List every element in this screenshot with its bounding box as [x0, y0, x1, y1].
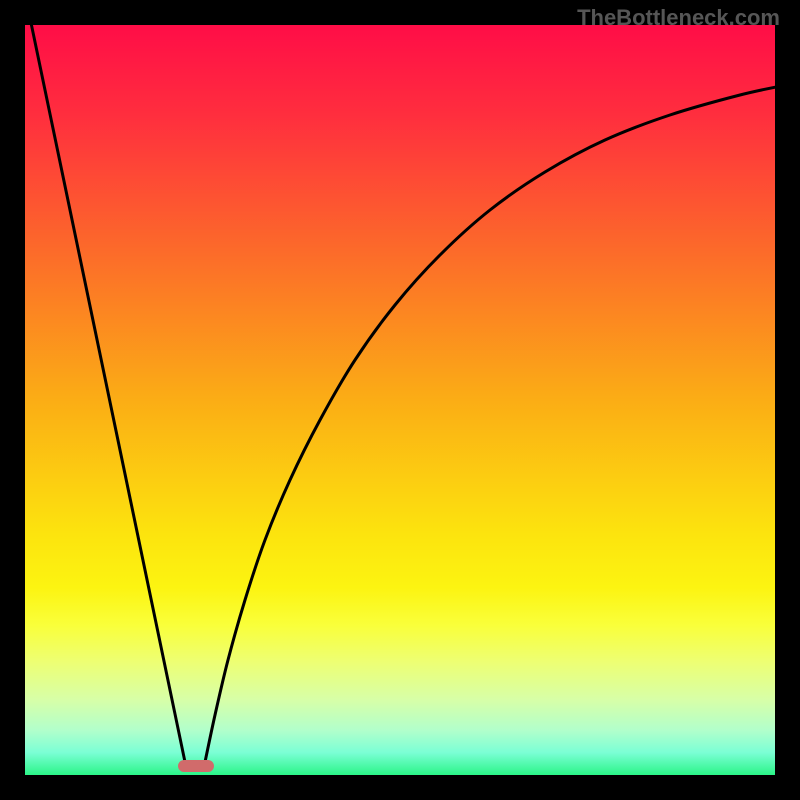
watermark-text: TheBottleneck.com [577, 5, 780, 31]
chart-plot-background [25, 25, 775, 775]
bottleneck-chart: TheBottleneck.com [0, 0, 800, 800]
minimum-marker [178, 760, 214, 772]
chart-svg [0, 0, 800, 800]
